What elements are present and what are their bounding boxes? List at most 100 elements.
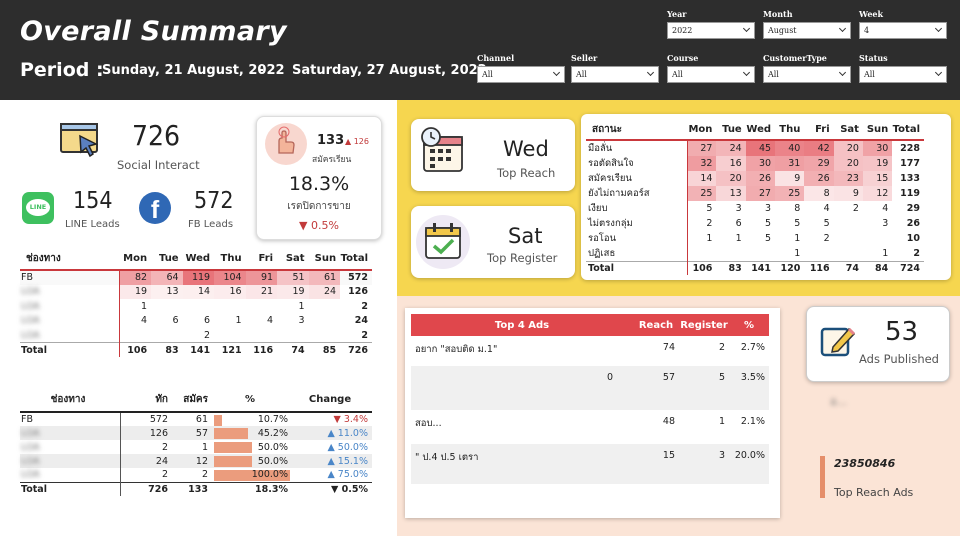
social-interact-label: Social Interact: [117, 158, 200, 172]
cell-value: 4: [823, 203, 830, 214]
total-reg: 133: [172, 481, 212, 496]
top-reach-ads-label: Top Reach Ads: [834, 486, 914, 499]
change-value: ▲ 75.0%: [327, 469, 368, 481]
table-row[interactable]: สมัครเรียน 14 20 26 9 26 23 15 133: [586, 171, 924, 186]
cell-value: [834, 246, 863, 262]
table-row[interactable]: ยังไม่ถามคอร์ส 25 13 27 25 8 9 12 119: [586, 186, 924, 201]
register-value: 1: [718, 416, 725, 427]
column-header: Sun: [862, 120, 893, 141]
total-value: 121: [214, 342, 246, 357]
filter-channel-value: All: [482, 70, 493, 79]
table-row[interactable]: LOA 2 1 50.0% ▲ 50.0%: [20, 440, 372, 454]
filter-channel-select[interactable]: All: [477, 66, 565, 83]
cell-value: 15: [862, 171, 893, 186]
ads-published-label: Ads Published: [859, 352, 939, 366]
table-row[interactable]: LOA 126 57 45.2% ▲ 11.0%: [20, 426, 372, 440]
table-row[interactable]: สอบ... 48 1 2.1%: [411, 410, 769, 444]
filter-seller-select[interactable]: All: [571, 66, 659, 83]
column-header: Mon: [119, 248, 152, 271]
table-row[interactable]: รอตัดสินใจ 32 16 30 31 29 20 19 177: [586, 156, 924, 171]
filter-customertype-select[interactable]: All: [763, 66, 851, 83]
filter-week-label: Week: [859, 9, 884, 19]
table-row[interactable]: รอโอน 1 1 5 1 2 10: [586, 231, 924, 246]
period-separator: -: [258, 62, 264, 78]
filter-year-select[interactable]: 2022: [667, 22, 755, 39]
filter-year-value: 2022: [672, 26, 693, 35]
line-leads-kpi: LINE 154 LINE Leads: [20, 188, 130, 234]
row-label: LOA: [21, 286, 40, 298]
table-row[interactable]: 0 57 5 3.5%: [411, 366, 769, 410]
total-value: 116: [804, 261, 834, 276]
cell-value: 9: [775, 171, 805, 186]
table-row[interactable]: LOA 24 12 50.0% ▲ 15.1%: [20, 454, 372, 468]
table-row[interactable]: LOA 4 6 6 1 4 3 24: [20, 313, 372, 328]
percent-value: 45.2%: [257, 427, 288, 439]
row-label: LOA: [21, 300, 40, 312]
percent-value: 2.1%: [740, 416, 765, 427]
table-row[interactable]: LOA 2 2 100.0% ▲ 75.0%: [20, 468, 372, 482]
percent-cell: 50.0%: [212, 454, 292, 468]
total-value: 106: [686, 261, 717, 276]
filter-year: Year 2022: [667, 9, 755, 39]
column-header: Reach: [633, 314, 679, 336]
ad-name: อยาก "สอบติด ม.1": [415, 344, 498, 355]
table-row[interactable]: ไม่ตรงกลุ่ม 2 6 5 5 5 3 26: [586, 216, 924, 231]
table-row[interactable]: FB 82 64 119 104 91 51 61 572: [20, 270, 372, 285]
cell-value: 25: [775, 186, 805, 201]
page-title: Overall Summary: [20, 16, 287, 47]
register-value: 1: [201, 441, 208, 453]
table-row[interactable]: อยาก "สอบติด ม.1" 74 2 2.7%: [411, 336, 769, 366]
cell-value: [277, 328, 309, 343]
filter-course-select[interactable]: All: [667, 66, 755, 83]
cell-value: 6: [735, 218, 742, 229]
table-row[interactable]: ปฏิเสธ 1 1 2: [586, 246, 924, 262]
cell-value: 5: [764, 218, 772, 229]
column-header: Wed: [745, 120, 776, 141]
register-value: 2: [201, 469, 208, 481]
filter-month-select[interactable]: August: [763, 22, 851, 39]
top-reach-label: Top Reach: [497, 166, 556, 180]
register-delta: ▲ 126: [345, 137, 369, 146]
tak-value: 24: [155, 455, 168, 467]
period-label: Period :: [20, 59, 104, 81]
top-register-card: Sat Top Register: [411, 206, 575, 278]
line-leads-label: LINE Leads: [65, 219, 120, 230]
cell-value: 572: [348, 272, 368, 284]
total-tak: 726: [120, 481, 172, 496]
cell-value: 5: [686, 201, 717, 216]
filter-channel: Channel All: [477, 53, 565, 83]
row-label: ยังไม่ถามคอร์ส: [588, 188, 650, 199]
cell-value: 19: [277, 284, 309, 299]
cell-value: 177: [900, 158, 920, 169]
table-row[interactable]: FB 572 61 10.7% ▼ 3.4%: [20, 412, 372, 426]
percent-value: 20.0%: [734, 450, 765, 461]
cell-value: [309, 299, 341, 314]
row-label: LOA: [21, 329, 40, 341]
table-row[interactable]: LOA 19 13 14 16 21 19 24 126: [20, 284, 372, 299]
total-value: 724: [892, 261, 924, 276]
table-row[interactable]: มือลั่น 27 24 45 40 42 20 30 228: [586, 140, 924, 156]
tak-value: 2: [161, 441, 168, 453]
cell-value: 26: [804, 171, 834, 186]
chevron-down-icon: [742, 68, 751, 77]
top-reach-ads-id: 23850846: [834, 457, 896, 470]
percent-cell: 50.0%: [212, 440, 292, 454]
filter-seller-label: Seller: [571, 53, 598, 63]
cell-value: 20: [833, 140, 863, 156]
table-row[interactable]: LOA 1 1 2: [20, 299, 372, 314]
cell-value: [309, 328, 341, 343]
line-icon: LINE: [22, 192, 54, 224]
table-row[interactable]: LOA 2 2: [20, 328, 372, 343]
filter-status-select[interactable]: All: [859, 66, 947, 83]
table-row[interactable]: เงียบ 5 3 3 8 4 2 4 29: [586, 201, 924, 216]
table-row[interactable]: " ป.4 ป.5 เตรา 15 3 20.0%: [411, 444, 769, 484]
cell-value: 2: [823, 233, 830, 244]
cell-value: [804, 246, 833, 262]
filter-week-select[interactable]: 4: [859, 22, 947, 39]
cell-value: 31: [775, 156, 805, 171]
total-label: Total: [20, 481, 121, 496]
cell-value: 6: [204, 315, 211, 327]
period-end: Saturday, 27 August, 2022: [292, 63, 487, 78]
filter-customertype-value: All: [768, 70, 779, 79]
chevron-down-icon: [934, 68, 943, 77]
